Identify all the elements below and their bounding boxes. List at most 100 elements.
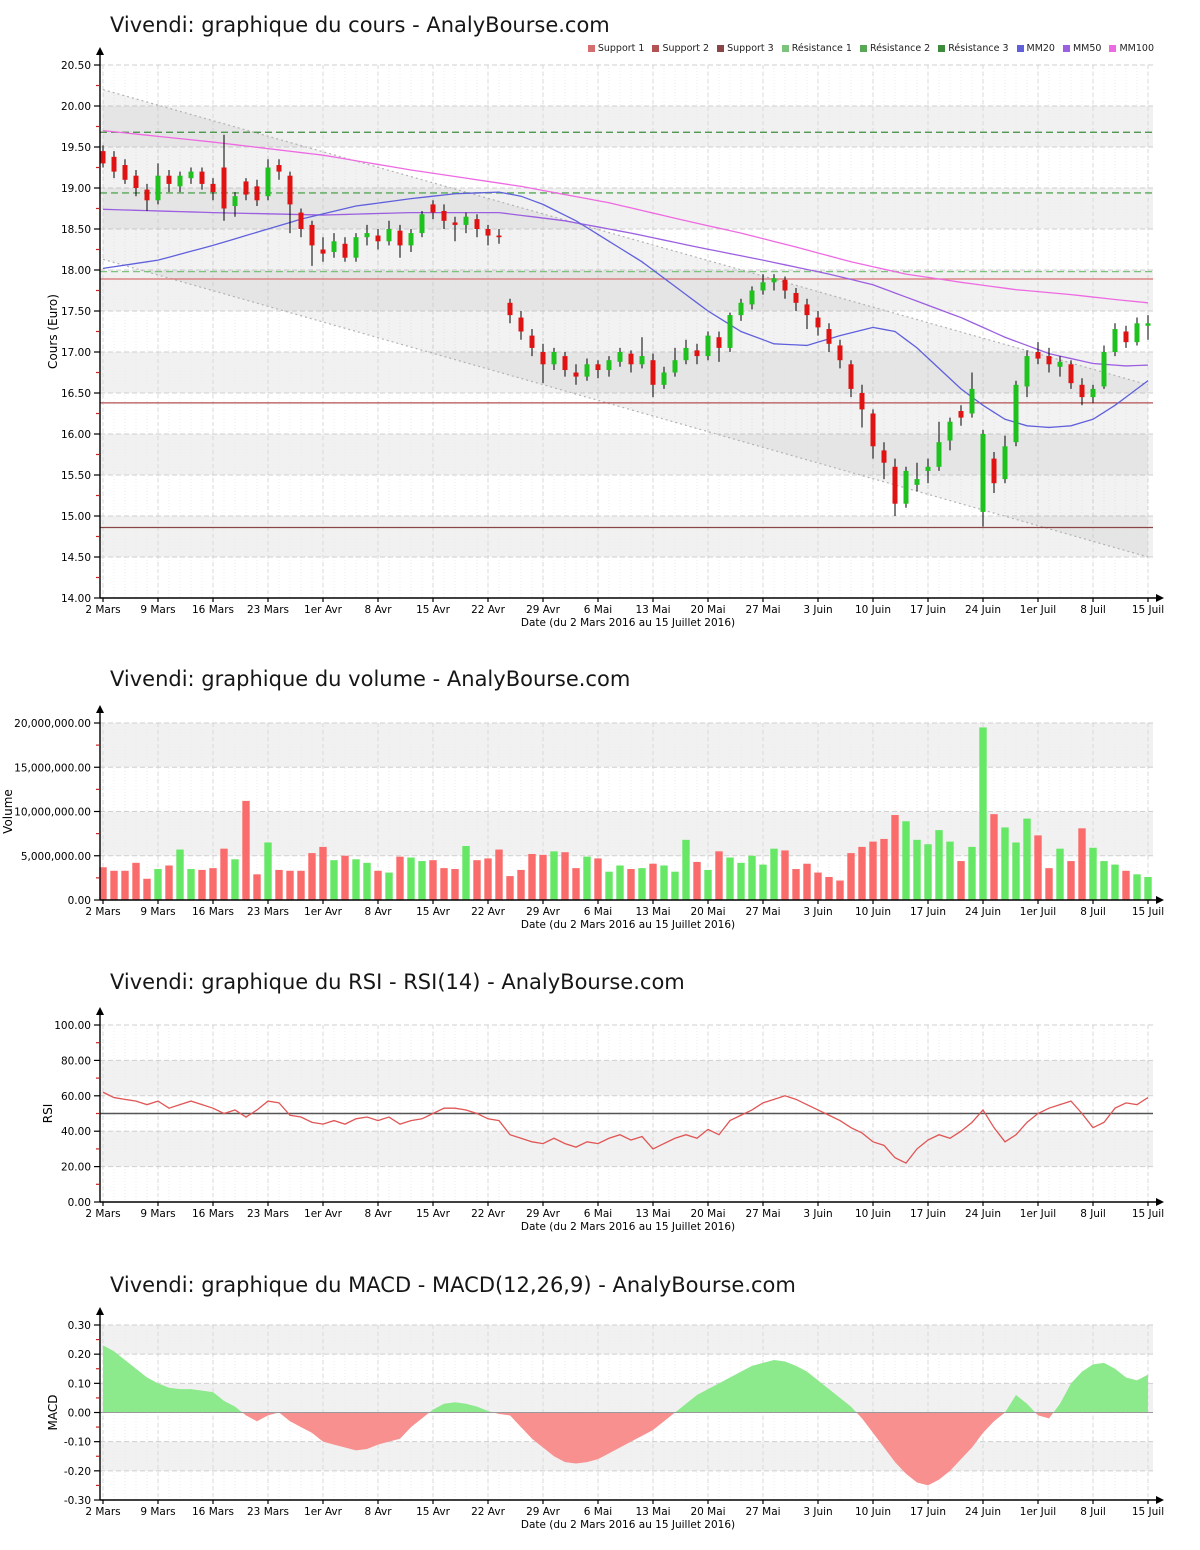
svg-text:20,000,000.00: 20,000,000.00	[14, 718, 91, 730]
svg-text:2 Mars: 2 Mars	[85, 1208, 120, 1220]
svg-text:10,000,000.00: 10,000,000.00	[14, 807, 91, 819]
svg-text:0.10: 0.10	[68, 1378, 91, 1390]
legend-swatch-icon	[1016, 45, 1024, 52]
macd-axes: -0.30 -0.20 -0.10 0.00 0.10 0.20 0.30 2 Mars 9 M…	[46, 1307, 1164, 1531]
svg-text:8 Juil: 8 Juil	[1080, 1208, 1106, 1220]
svg-text:16 Mars: 16 Mars	[192, 906, 234, 918]
svg-text:13 Mai: 13 Mai	[635, 906, 670, 918]
legend-swatch-icon	[652, 45, 660, 52]
svg-text:5,000,000.00: 5,000,000.00	[21, 851, 91, 863]
svg-text:17 Juin: 17 Juin	[910, 1506, 946, 1518]
svg-text:2 Mars: 2 Mars	[85, 906, 120, 918]
svg-text:9 Mars: 9 Mars	[140, 1506, 175, 1518]
svg-text:1er Avr: 1er Avr	[304, 604, 343, 616]
svg-text:1er Avr: 1er Avr	[304, 906, 343, 918]
legend-swatch-icon	[717, 45, 725, 52]
svg-text:80.00: 80.00	[61, 1055, 91, 1067]
svg-text:23 Mars: 23 Mars	[247, 1506, 289, 1518]
legend-item-support-2: Support 2	[652, 43, 709, 54]
macd-area	[100, 1345, 1153, 1486]
svg-text:20.00: 20.00	[61, 101, 91, 113]
svg-text:22 Avr: 22 Avr	[471, 1506, 505, 1518]
svg-text:60.00: 60.00	[61, 1091, 91, 1103]
svg-text:8 Avr: 8 Avr	[364, 1506, 392, 1518]
svg-text:15,000,000.00: 15,000,000.00	[14, 762, 91, 774]
svg-text:2 Mars: 2 Mars	[85, 1506, 120, 1518]
price-support-resistance-lines	[100, 131, 1153, 529]
svg-text:20 Mai: 20 Mai	[690, 1506, 725, 1518]
volume-axes: 0.00 5,000,000.00 10,000,000.00 15,000,000.…	[1, 705, 1164, 931]
legend-swatch-icon	[781, 45, 789, 52]
svg-text:19.50: 19.50	[61, 142, 91, 154]
svg-text:22 Avr: 22 Avr	[471, 906, 505, 918]
svg-text:6 Mai: 6 Mai	[584, 1506, 612, 1518]
svg-text:27 Mai: 27 Mai	[745, 1208, 780, 1220]
volume-chart-title: Vivendi: graphique du volume - AnalyBour…	[110, 667, 631, 691]
legend-label: Résistance 1	[791, 43, 852, 54]
svg-text:1er Avr: 1er Avr	[304, 1506, 343, 1518]
svg-text:15.50: 15.50	[61, 470, 91, 482]
legend-swatch-icon	[587, 45, 595, 52]
rsi-chart-title: Vivendi: graphique du RSI - RSI(14) - An…	[110, 970, 685, 994]
svg-text:22 Avr: 22 Avr	[471, 604, 505, 616]
svg-text:8 Avr: 8 Avr	[364, 906, 392, 918]
svg-text:Cours (Euro): Cours (Euro)	[46, 294, 60, 369]
svg-text:22 Avr: 22 Avr	[471, 1208, 505, 1220]
price-chart-title: Vivendi: graphique du cours - AnalyBours…	[110, 13, 610, 37]
svg-text:9 Mars: 9 Mars	[140, 906, 175, 918]
legend-item-resistance-1: Résistance 1	[781, 43, 852, 54]
svg-text:20.00: 20.00	[61, 1162, 91, 1174]
svg-text:23 Mars: 23 Mars	[247, 604, 289, 616]
svg-text:16.50: 16.50	[61, 388, 91, 400]
svg-text:17 Juin: 17 Juin	[910, 604, 946, 616]
svg-text:Date (du 2 Mars 2016 au 15 Jui: Date (du 2 Mars 2016 au 15 Juillet 2016)	[521, 919, 735, 931]
svg-text:MACD: MACD	[46, 1395, 60, 1431]
svg-text:1er Juil: 1er Juil	[1020, 604, 1056, 616]
svg-text:17 Juin: 17 Juin	[910, 1208, 946, 1220]
legend-swatch-icon	[938, 45, 946, 52]
svg-text:18.00: 18.00	[61, 265, 91, 277]
svg-text:6 Mai: 6 Mai	[584, 604, 612, 616]
svg-text:29 Avr: 29 Avr	[526, 906, 560, 918]
svg-text:15 Avr: 15 Avr	[416, 1506, 450, 1518]
price-trend-channel	[102, 89, 1149, 558]
svg-text:13 Mai: 13 Mai	[635, 1208, 670, 1220]
volume-bars	[99, 727, 1152, 900]
svg-text:3 Juin: 3 Juin	[803, 1506, 832, 1518]
legend-swatch-icon	[859, 45, 867, 52]
price-chart-legend: Support 1 Support 2 Support 3 Résistance 1 R…	[587, 43, 1154, 54]
svg-text:20.50: 20.50	[61, 60, 91, 72]
legend-item-support-3: Support 3	[717, 43, 774, 54]
svg-text:16 Mars: 16 Mars	[192, 1208, 234, 1220]
svg-text:8 Juil: 8 Juil	[1080, 604, 1106, 616]
macd-chart-title: Vivendi: graphique du MACD - MACD(12,26,…	[110, 1273, 796, 1297]
svg-text:27 Mai: 27 Mai	[745, 604, 780, 616]
svg-text:20 Mai: 20 Mai	[690, 906, 725, 918]
svg-text:24 Juin: 24 Juin	[965, 604, 1001, 616]
svg-text:15.00: 15.00	[61, 511, 91, 523]
rsi-series	[100, 1091, 1153, 1164]
svg-text:1er Juil: 1er Juil	[1020, 1506, 1056, 1518]
svg-text:20 Mai: 20 Mai	[690, 1208, 725, 1220]
svg-text:10 Juin: 10 Juin	[855, 604, 891, 616]
svg-text:15 Juil: 15 Juil	[1132, 604, 1164, 616]
svg-text:15 Avr: 15 Avr	[416, 1208, 450, 1220]
legend-label: Support 3	[727, 43, 774, 54]
legend-swatch-icon	[1062, 45, 1070, 52]
legend-item-mm50: MM50	[1062, 43, 1102, 54]
svg-text:16 Mars: 16 Mars	[192, 604, 234, 616]
svg-text:100.00: 100.00	[54, 1020, 91, 1032]
price-candles	[100, 134, 1151, 527]
price-axes: 14.00 14.50 15.00 15.50 16.00 16.50 17.00 17.50…	[46, 47, 1164, 629]
legend-label: MM50	[1072, 43, 1102, 54]
svg-text:Date (du 2 Mars 2016 au 15 Jui: Date (du 2 Mars 2016 au 15 Juillet 2016)	[521, 1519, 735, 1531]
svg-text:0.30: 0.30	[68, 1320, 91, 1332]
svg-text:17 Juin: 17 Juin	[910, 906, 946, 918]
svg-text:8 Juil: 8 Juil	[1080, 906, 1106, 918]
svg-text:9 Mars: 9 Mars	[140, 1208, 175, 1220]
svg-text:8 Avr: 8 Avr	[364, 604, 392, 616]
svg-text:17.50: 17.50	[61, 306, 91, 318]
svg-text:1er Avr: 1er Avr	[304, 1208, 343, 1220]
svg-text:15 Avr: 15 Avr	[416, 604, 450, 616]
